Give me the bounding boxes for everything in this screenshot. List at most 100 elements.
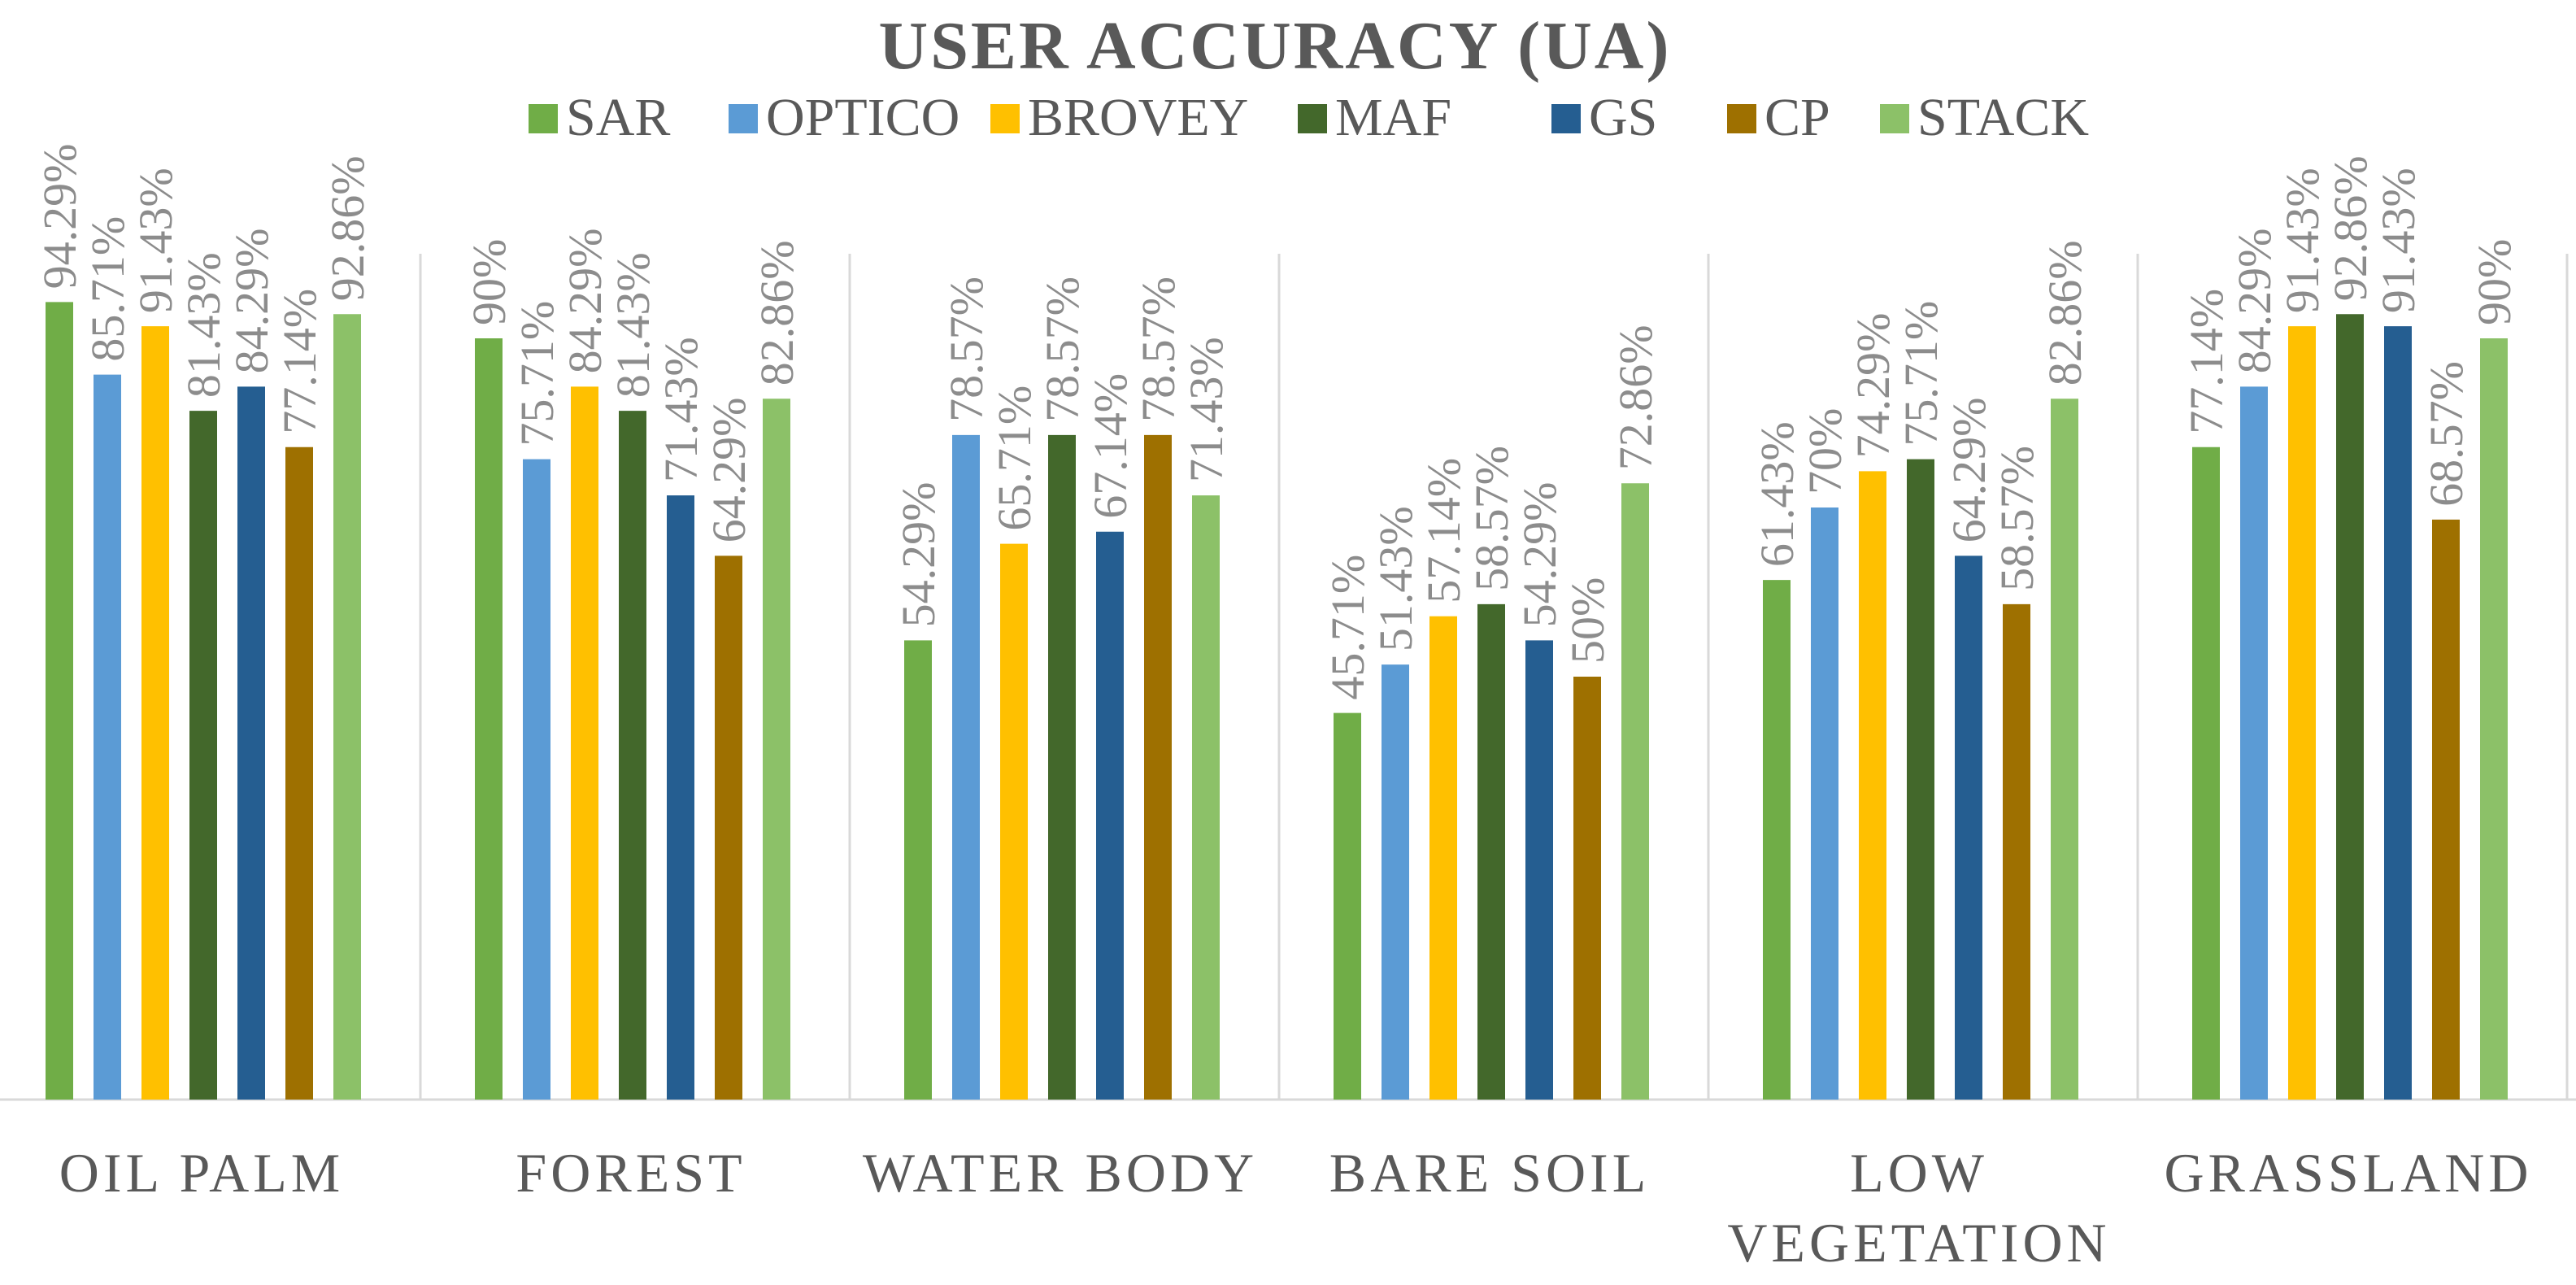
data-label-oil-palm-maf: 81.43% <box>177 252 230 398</box>
bar-forest-cp <box>715 555 742 1100</box>
bar-grassland-brovey <box>2288 326 2316 1100</box>
bar-low-vegetation-maf <box>1907 459 1934 1100</box>
bar-forest-stack <box>763 399 790 1100</box>
bar-forest-sar <box>475 338 503 1100</box>
data-label-oil-palm-cp: 77.14% <box>273 289 326 434</box>
data-labels: 94.29%85.71%91.43%81.43%84.29%77.14%92.8… <box>33 144 2521 700</box>
bar-bare-soil-brovey <box>1429 616 1457 1100</box>
bar-bare-soil-maf <box>1477 603 1505 1100</box>
data-label-low-vegetation-stack: 82.86% <box>2039 240 2091 386</box>
bar-oil-palm-brovey <box>141 326 169 1100</box>
data-label-low-vegetation-maf: 75.71% <box>1895 301 1947 446</box>
bar-grassland-maf <box>2336 314 2364 1100</box>
legend-label-gs: GS <box>1589 88 1657 147</box>
legend: SAR OPTICO BROVEY MAF GS CP STACK <box>529 88 2089 147</box>
legend-label-cp: CP <box>1764 88 1830 147</box>
bar-oil-palm-sar <box>46 302 73 1100</box>
legend-swatch-stack <box>1880 104 1909 133</box>
data-label-low-vegetation-sar: 61.43% <box>1751 421 1804 567</box>
bar-bare-soil-gs <box>1525 640 1553 1100</box>
category-label-bare-soil: BARE SOIL <box>1329 1142 1650 1204</box>
bar-water-body-sar <box>904 640 932 1100</box>
category-label-line: VEGETATION <box>1727 1212 2110 1274</box>
bar-grassland-optico <box>2240 386 2268 1100</box>
data-label-oil-palm-gs: 84.29% <box>225 229 278 374</box>
data-label-bare-soil-cp: 50% <box>1561 577 1614 664</box>
bar-bare-soil-optico <box>1382 664 1409 1100</box>
legend-label-sar: SAR <box>566 88 670 147</box>
category-labels: OIL PALM FOREST WATER BODY BARE SOIL LOW VEGE… <box>59 1142 2529 1274</box>
bar-low-vegetation-sar <box>1763 580 1791 1100</box>
bar-grassland-sar <box>2192 446 2220 1100</box>
data-label-grassland-sar: 77.14% <box>2180 289 2233 434</box>
bar-water-body-optico <box>952 434 980 1100</box>
data-label-oil-palm-stack: 92.86% <box>321 155 374 301</box>
data-label-bare-soil-optico: 51.43% <box>1369 506 1422 651</box>
bar-oil-palm-maf <box>189 411 217 1100</box>
data-label-oil-palm-sar: 94.29% <box>33 144 86 290</box>
bar-grassland-cp <box>2432 519 2460 1100</box>
category-label-low-vegetation: LOW VEGETATION <box>1727 1142 2110 1274</box>
legend-swatch-gs <box>1551 104 1581 133</box>
legend-swatch-brovey <box>990 104 1020 133</box>
category-label-line: BARE SOIL <box>1329 1142 1650 1204</box>
data-label-water-body-brovey: 65.71% <box>988 386 1041 531</box>
bar-bare-soil-cp <box>1573 677 1601 1100</box>
bar-water-body-brovey <box>1000 543 1028 1100</box>
data-label-water-body-cp: 78.57% <box>1132 277 1185 422</box>
bar-water-body-gs <box>1096 531 1124 1100</box>
data-label-grassland-optico: 84.29% <box>2228 229 2281 374</box>
bar-forest-optico <box>523 459 550 1100</box>
data-label-water-body-optico: 78.57% <box>940 277 993 422</box>
bar-oil-palm-optico <box>94 374 121 1100</box>
data-label-bare-soil-sar: 45.71% <box>1321 555 1374 700</box>
category-label-oil-palm: OIL PALM <box>59 1142 344 1204</box>
data-label-low-vegetation-brovey: 74.29% <box>1847 313 1899 459</box>
data-label-grassland-stack: 90% <box>2468 239 2521 325</box>
bar-oil-palm-stack <box>333 314 361 1100</box>
bar-oil-palm-gs <box>237 386 265 1100</box>
bar-forest-gs <box>667 495 694 1100</box>
bar-water-body-stack <box>1192 495 1220 1100</box>
data-label-grassland-cp: 68.57% <box>2420 361 2473 507</box>
legend-swatch-optico <box>729 104 758 133</box>
data-label-grassland-gs: 91.43% <box>2372 168 2425 313</box>
data-label-grassland-brovey: 91.43% <box>2276 168 2329 313</box>
data-label-water-body-maf: 78.57% <box>1036 277 1089 422</box>
data-label-forest-stack: 82.86% <box>751 240 803 386</box>
bar-low-vegetation-gs <box>1955 555 1982 1100</box>
data-label-oil-palm-optico: 85.71% <box>81 216 134 362</box>
bar-low-vegetation-brovey <box>1859 471 1886 1100</box>
bar-grassland-stack <box>2480 338 2508 1100</box>
data-label-bare-soil-stack: 72.86% <box>1609 325 1662 470</box>
data-label-water-body-sar: 54.29% <box>892 482 945 628</box>
legend-swatch-cp <box>1727 104 1756 133</box>
data-label-bare-soil-maf: 58.57% <box>1465 446 1518 591</box>
data-label-forest-cp: 64.29% <box>703 398 755 543</box>
category-label-water-body: WATER BODY <box>863 1142 1258 1204</box>
bar-forest-maf <box>619 411 646 1100</box>
category-dividers <box>419 254 2569 1100</box>
legend-swatch-sar <box>529 104 558 133</box>
data-label-forest-optico: 75.71% <box>511 301 564 446</box>
chart-title: USER ACCURACY (UA) <box>879 8 1672 84</box>
category-label-line: OIL PALM <box>59 1142 344 1204</box>
bar-oil-palm-cp <box>285 446 313 1100</box>
data-label-forest-brovey: 84.29% <box>559 229 611 374</box>
bar-water-body-cp <box>1144 434 1172 1100</box>
bar-low-vegetation-cp <box>2003 603 2030 1100</box>
data-label-bare-soil-gs: 54.29% <box>1513 482 1566 628</box>
category-label-line: WATER BODY <box>863 1142 1258 1204</box>
data-label-bare-soil-brovey: 57.14% <box>1417 458 1470 603</box>
legend-label-optico: OPTICO <box>766 88 959 147</box>
data-label-water-body-gs: 67.14% <box>1084 373 1137 519</box>
bar-bare-soil-stack <box>1621 483 1649 1100</box>
data-label-low-vegetation-cp: 58.57% <box>1991 446 2043 591</box>
bar-bare-soil-sar <box>1334 712 1361 1100</box>
data-label-low-vegetation-optico: 70% <box>1799 408 1852 494</box>
legend-label-brovey: BROVEY <box>1028 88 1248 147</box>
legend-swatch-maf <box>1298 104 1327 133</box>
data-label-low-vegetation-gs: 64.29% <box>1943 398 1995 543</box>
bar-forest-brovey <box>571 386 598 1100</box>
data-label-forest-gs: 71.43% <box>655 337 707 482</box>
